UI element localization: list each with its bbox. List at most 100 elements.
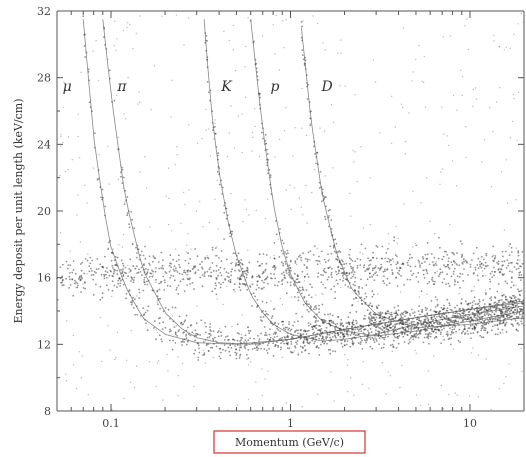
noise-point xyxy=(347,391,349,393)
data-point xyxy=(360,330,363,333)
noise-point xyxy=(258,155,261,158)
data-point xyxy=(72,294,75,297)
data-point xyxy=(300,259,303,262)
noise-point xyxy=(412,190,414,192)
data-point xyxy=(383,275,385,277)
data-point xyxy=(364,270,367,272)
noise-point xyxy=(261,368,263,370)
data-point xyxy=(335,258,337,260)
noise-point xyxy=(516,139,518,142)
data-point xyxy=(456,275,459,278)
data-point xyxy=(435,336,438,338)
x-axis-label-box xyxy=(213,430,366,454)
data-point xyxy=(163,289,166,291)
noise-point xyxy=(255,381,257,383)
noise-point xyxy=(274,307,276,310)
data-point xyxy=(420,320,422,322)
noise-point xyxy=(309,123,312,125)
data-point xyxy=(252,292,255,295)
data-point xyxy=(301,351,303,353)
data-point xyxy=(340,318,343,321)
data-point xyxy=(158,267,161,270)
data-point xyxy=(434,306,437,308)
data-point xyxy=(72,260,75,262)
particle-label: D xyxy=(321,79,333,95)
data-point xyxy=(169,276,172,279)
data-point xyxy=(114,255,117,258)
data-point xyxy=(426,333,429,336)
data-point xyxy=(336,251,339,254)
noise-point xyxy=(258,265,260,267)
data-point xyxy=(350,258,353,261)
data-point xyxy=(375,329,377,332)
data-point xyxy=(88,270,91,273)
noise-point xyxy=(515,284,517,286)
data-point xyxy=(297,281,300,283)
data-point xyxy=(301,286,304,289)
data-point xyxy=(312,254,315,256)
data-point xyxy=(315,305,317,307)
noise-point xyxy=(137,103,139,105)
data-point xyxy=(257,344,259,346)
data-point xyxy=(318,329,320,331)
noise-point xyxy=(374,81,377,83)
noise-point xyxy=(503,49,505,51)
data-point xyxy=(275,233,278,236)
data-point xyxy=(353,324,355,326)
data-point xyxy=(106,267,108,269)
data-point xyxy=(260,332,262,335)
data-point xyxy=(173,270,176,272)
data-point xyxy=(256,349,259,351)
data-point xyxy=(335,279,338,282)
data-point xyxy=(307,322,310,324)
data-point xyxy=(262,253,265,255)
data-point xyxy=(479,260,481,263)
data-point xyxy=(450,343,452,346)
data-point xyxy=(104,270,107,272)
data-point xyxy=(517,330,519,332)
data-point xyxy=(274,284,276,287)
data-point xyxy=(104,255,106,258)
data-point xyxy=(467,318,469,320)
data-point xyxy=(301,270,304,273)
data-point xyxy=(235,352,238,355)
noise-point xyxy=(455,185,458,187)
data-point xyxy=(447,282,450,285)
data-point xyxy=(356,334,359,336)
data-point xyxy=(494,333,497,336)
data-point xyxy=(241,282,244,285)
noise-point xyxy=(78,157,81,159)
data-point xyxy=(280,342,282,345)
data-point xyxy=(164,281,166,284)
data-point xyxy=(286,249,289,252)
data-point xyxy=(247,339,250,342)
data-point xyxy=(263,286,265,289)
data-point xyxy=(493,313,496,315)
data-point xyxy=(110,251,113,254)
curve-D xyxy=(301,27,525,328)
data-point xyxy=(309,323,312,325)
data-point xyxy=(469,266,472,268)
noise-point xyxy=(222,303,224,306)
data-point xyxy=(177,292,180,295)
data-point xyxy=(387,335,389,338)
data-point xyxy=(456,281,459,284)
noise-point xyxy=(216,298,218,300)
data-point xyxy=(318,354,321,356)
data-point xyxy=(426,329,428,332)
data-point xyxy=(448,321,450,324)
data-point xyxy=(355,297,358,300)
data-point xyxy=(390,311,393,314)
data-point xyxy=(123,203,126,206)
noise-point xyxy=(285,107,287,109)
noise-point xyxy=(205,108,207,111)
data-point xyxy=(267,342,270,345)
data-point xyxy=(125,297,127,300)
data-point xyxy=(375,338,378,341)
data-point xyxy=(339,322,342,324)
data-point xyxy=(497,307,499,310)
noise-point xyxy=(115,49,117,51)
noise-point xyxy=(62,106,64,109)
data-point xyxy=(462,310,465,313)
data-point xyxy=(283,276,286,279)
